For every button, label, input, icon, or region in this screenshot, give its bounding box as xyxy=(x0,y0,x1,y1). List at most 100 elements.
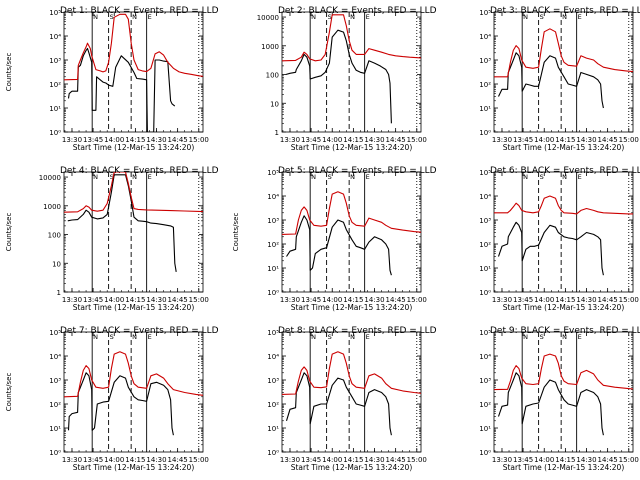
region-marker-label: E xyxy=(148,333,152,341)
y-tick-label: 1000 xyxy=(43,203,61,211)
x-tick-label: 13:30 xyxy=(492,456,512,464)
detector-panel-4: Det 4: BLACK = Events, RED = LLD 1 10 100 10… xyxy=(5,166,219,312)
x-tick-label: 14:15 xyxy=(343,296,363,304)
region-marker-label: N xyxy=(132,333,137,341)
y-tick-label: 10⁰ xyxy=(49,449,61,457)
region-marker-label: S xyxy=(328,13,332,21)
x-tick-label: 14:15 xyxy=(343,136,363,144)
region-marker-label: E xyxy=(366,13,370,21)
y-tick-label: 10⁴ xyxy=(267,353,279,361)
y-tick-label: 10⁰ xyxy=(267,289,279,297)
region-marker-label: S xyxy=(110,333,114,341)
y-tick-label: 10⁵ xyxy=(479,9,491,17)
y-tick-label: 10⁴ xyxy=(49,33,61,41)
x-tick-label: 13:45 xyxy=(301,136,321,144)
region-marker-label: E xyxy=(148,173,152,181)
region-marker-label: N xyxy=(523,173,528,181)
region-marker-label: N xyxy=(523,13,528,21)
y-tick-label: 10⁴ xyxy=(479,193,491,201)
x-tick-label: 14:45 xyxy=(386,456,406,464)
y-tick-label: 10² xyxy=(49,81,61,89)
x-axis-label: Start Time (12-Mar-15 13:24:20) xyxy=(73,143,195,152)
region-marker-label: N xyxy=(93,333,98,341)
panel-title: Det 3: BLACK = Events, RED = LLD xyxy=(490,6,640,16)
lld-series-line xyxy=(64,172,203,213)
y-tick-label: 10⁵ xyxy=(267,329,279,337)
detector-panel-5: Det 5: BLACK = Events, RED = LLD 10⁰ 10¹ 10… xyxy=(232,166,437,312)
plot-frame xyxy=(63,171,204,293)
lld-series-line xyxy=(494,28,633,78)
panel-title: Det 8: BLACK = Events, RED = LLD xyxy=(278,326,437,336)
y-tick-label: 10² xyxy=(479,241,491,249)
y-tick-label: 10⁰ xyxy=(267,449,279,457)
x-tick-label: 14:15 xyxy=(555,456,575,464)
y-tick-label: 10² xyxy=(479,81,491,89)
x-tick-label: 14:00 xyxy=(534,296,554,304)
x-tick-label: 14:15 xyxy=(555,136,575,144)
detector-panel-7: Det 7: BLACK = Events, RED = LLD 10⁰ 10¹ 10… xyxy=(5,326,219,472)
x-tick-label: 14:15 xyxy=(125,136,145,144)
detector-panel-8: Det 8: BLACK = Events, RED = LLD 10⁰ 10¹ 10… xyxy=(267,326,436,472)
lld-series-line xyxy=(494,195,633,215)
detector-panel-9: Det 9: BLACK = Events, RED = LLD 10⁰ 10¹ 10… xyxy=(479,326,640,472)
y-tick-label: 10 xyxy=(270,100,279,108)
x-axis-label: Start Time (12-Mar-15 13:24:20) xyxy=(503,303,625,312)
region-marker-label: E xyxy=(366,173,370,181)
region-marker-label: E xyxy=(148,13,152,21)
plot-frame xyxy=(63,331,204,453)
y-axis-label: Counts/sec xyxy=(5,213,13,252)
y-tick-label: 10² xyxy=(267,241,279,249)
panel-title: Det 2: BLACK = Events, RED = LLD xyxy=(278,6,437,16)
x-tick-label: 14:45 xyxy=(168,296,188,304)
x-tick-label: 15:00 xyxy=(189,456,209,464)
x-tick-label: 15:00 xyxy=(189,296,209,304)
detector-panel-1: Det 1: BLACK = Events, RED = LLD 10⁰ 10¹ 10… xyxy=(5,6,219,152)
y-tick-label: 10² xyxy=(479,401,491,409)
panel-title: Det 5: BLACK = Events, RED = LLD xyxy=(278,166,437,176)
x-axis-label: Start Time (12-Mar-15 13:24:20) xyxy=(291,303,413,312)
x-tick-label: 14:15 xyxy=(125,456,145,464)
y-tick-label: 10¹ xyxy=(479,425,491,433)
x-tick-label: 14:45 xyxy=(386,136,406,144)
y-tick-label: 10³ xyxy=(49,57,61,65)
y-tick-label: 10² xyxy=(49,401,61,409)
plot-frame xyxy=(281,11,422,133)
y-tick-label: 10⁵ xyxy=(479,329,491,337)
x-tick-label: 14:30 xyxy=(146,136,166,144)
y-tick-label: 10² xyxy=(267,401,279,409)
x-tick-label: 14:45 xyxy=(386,296,406,304)
events-series-line xyxy=(285,372,392,436)
detector-panel-2: Det 2: BLACK = Events, RED = LLD 1 10 100 10… xyxy=(257,6,437,152)
x-tick-label: 13:30 xyxy=(492,296,512,304)
x-axis-label: Start Time (12-Mar-15 13:24:20) xyxy=(291,143,413,152)
events-series-line xyxy=(285,29,392,124)
region-marker-label: N xyxy=(311,333,316,341)
x-tick-label: 13:45 xyxy=(301,456,321,464)
y-axis-label: Counts/sec xyxy=(232,213,240,252)
region-marker-label: N xyxy=(562,13,567,21)
x-axis-label: Start Time (12-Mar-15 13:24:20) xyxy=(291,463,413,472)
x-tick-label: 13:30 xyxy=(280,136,300,144)
region-marker-label: S xyxy=(540,173,544,181)
region-marker-label: N xyxy=(523,333,528,341)
x-tick-label: 14:15 xyxy=(343,456,363,464)
events-series-line xyxy=(497,372,604,436)
x-tick-label: 13:45 xyxy=(83,136,103,144)
x-tick-label: 14:30 xyxy=(146,296,166,304)
x-axis-label: Start Time (12-Mar-15 13:24:20) xyxy=(73,303,195,312)
y-tick-label: 10¹ xyxy=(267,265,279,273)
y-tick-label: 10¹ xyxy=(479,265,491,273)
y-tick-label: 1 xyxy=(57,289,61,297)
detector-panel-3: Det 3: BLACK = Events, RED = LLD 10⁰ 10¹ 10… xyxy=(479,6,640,152)
region-marker-label: E xyxy=(366,333,370,341)
x-axis-label: Start Time (12-Mar-15 13:24:20) xyxy=(73,463,195,472)
x-tick-label: 15:00 xyxy=(407,456,427,464)
region-marker-label: N xyxy=(93,173,98,181)
x-tick-label: 13:45 xyxy=(83,456,103,464)
x-tick-label: 14:30 xyxy=(576,456,596,464)
lld-series-line xyxy=(494,353,633,391)
region-marker-label: E xyxy=(578,333,582,341)
x-tick-label: 14:45 xyxy=(598,136,618,144)
x-tick-label: 14:45 xyxy=(598,296,618,304)
